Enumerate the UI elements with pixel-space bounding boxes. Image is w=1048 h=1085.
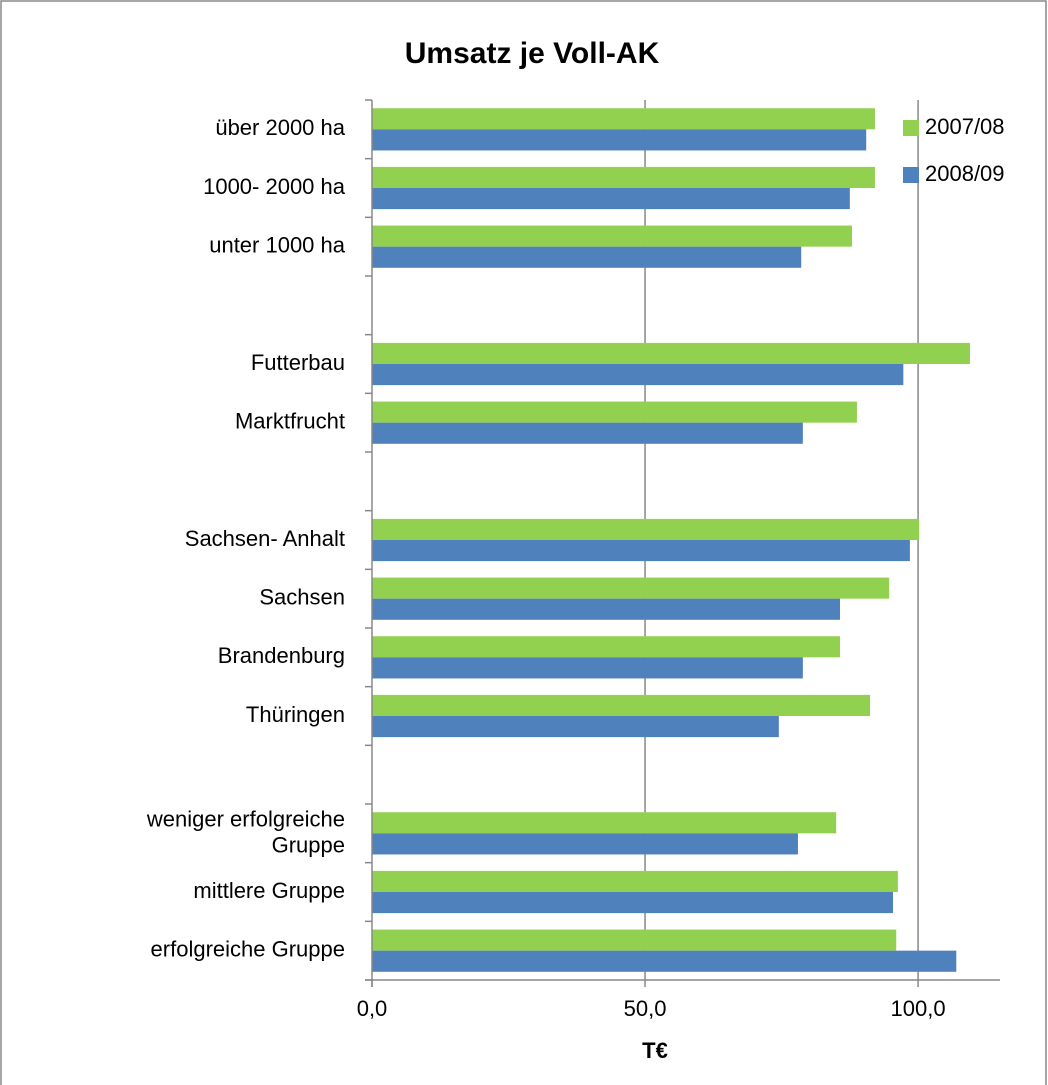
bar <box>372 929 897 951</box>
bar <box>372 892 893 914</box>
bar <box>372 246 802 268</box>
legend-swatch <box>903 167 919 183</box>
bar <box>372 657 803 679</box>
bar <box>372 188 850 210</box>
bar <box>372 422 803 444</box>
bar <box>372 342 970 364</box>
bar <box>372 716 779 738</box>
bar <box>372 694 871 716</box>
bar <box>372 870 898 892</box>
bar <box>372 950 957 972</box>
legend-label: 2008/09 <box>925 161 1005 186</box>
legend-swatch <box>903 120 919 136</box>
y-tick-label: Sachsen <box>259 584 345 609</box>
y-tick-label: mittlere Gruppe <box>193 878 345 903</box>
bar <box>372 540 910 562</box>
bar <box>372 812 837 834</box>
y-tick-label: 1000- 2000 ha <box>203 174 346 199</box>
bar <box>372 364 904 386</box>
chart-title: Umsatz je Voll-AK <box>405 37 660 70</box>
y-tick-label: über 2000 ha <box>215 115 345 140</box>
bar <box>372 833 798 855</box>
y-tick-label: Futterbau <box>251 350 345 375</box>
y-tick-label: Sachsen- Anhalt <box>185 526 345 551</box>
y-tick-label: unter 1000 ha <box>209 232 346 257</box>
y-tick-label: Marktfrucht <box>235 408 345 433</box>
bar <box>372 166 875 188</box>
bar <box>372 129 867 151</box>
x-axis-label: T€ <box>642 1038 668 1063</box>
legend-label: 2007/08 <box>925 114 1005 139</box>
x-tick-label: 0,0 <box>357 996 388 1021</box>
bar <box>372 518 920 540</box>
x-tick-label: 100,0 <box>891 996 946 1021</box>
y-tick-label: Thüringen <box>246 702 345 727</box>
bar <box>372 108 875 130</box>
bar <box>372 577 890 599</box>
y-tick-label: Brandenburg <box>218 643 345 668</box>
bar <box>372 636 840 658</box>
x-tick-label: 50,0 <box>624 996 667 1021</box>
y-tick-label: weniger erfolgreiche Gruppe <box>146 806 345 857</box>
y-tick-label: erfolgreiche Gruppe <box>151 936 345 961</box>
bar <box>372 401 857 423</box>
bar <box>372 598 840 620</box>
bar <box>372 225 853 247</box>
